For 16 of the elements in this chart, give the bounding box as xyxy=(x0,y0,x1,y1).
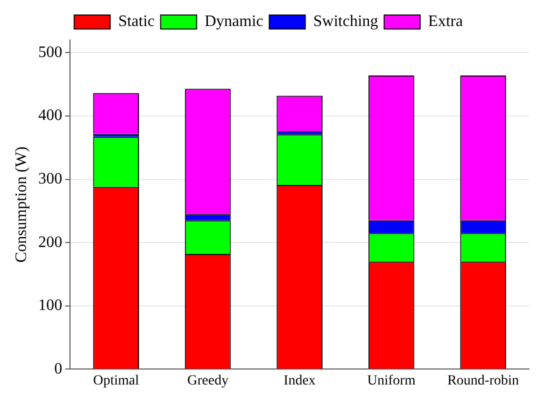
x-tick-label: Greedy xyxy=(187,373,228,388)
legend-label: Dynamic xyxy=(204,13,264,30)
y-tick-label: 300 xyxy=(38,170,62,188)
y-tick-label: 200 xyxy=(38,234,62,251)
legend-label: Static xyxy=(118,13,155,30)
y-axis-title: Consumption (W) xyxy=(12,146,30,263)
y-tick-label: 400 xyxy=(38,107,62,124)
legend-label: Switching xyxy=(313,13,378,30)
x-tick-label: Round-robin xyxy=(447,373,519,388)
x-tick-label: Uniform xyxy=(367,373,416,388)
x-tick-label: Index xyxy=(284,373,316,388)
x-tick-label: Optimal xyxy=(93,373,140,388)
y-tick-label: 500 xyxy=(38,44,62,61)
y-tick-label: 100 xyxy=(38,297,62,314)
y-tick-label: 0 xyxy=(54,360,62,378)
legend-label: Extra xyxy=(428,13,463,30)
